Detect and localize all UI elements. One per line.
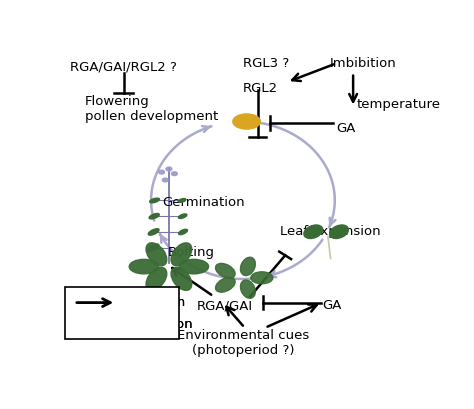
Text: temperature: temperature <box>357 98 441 111</box>
Text: GA: GA <box>337 121 356 135</box>
Text: induction: induction <box>124 296 186 309</box>
Text: Leaf expansion: Leaf expansion <box>280 225 380 238</box>
Ellipse shape <box>148 229 159 235</box>
Ellipse shape <box>149 213 159 219</box>
Ellipse shape <box>179 259 209 274</box>
Text: RGA/GAI: RGA/GAI <box>197 299 253 312</box>
Text: Bolting: Bolting <box>168 246 215 259</box>
Text: GA: GA <box>322 299 341 312</box>
Text: repression: repression <box>124 318 193 331</box>
Text: RGL3 ?: RGL3 ? <box>243 57 289 70</box>
Ellipse shape <box>216 263 235 278</box>
Ellipse shape <box>179 229 188 235</box>
Text: Flowering
pollen development: Flowering pollen development <box>85 95 218 123</box>
Ellipse shape <box>172 172 177 175</box>
Ellipse shape <box>178 199 186 202</box>
Ellipse shape <box>178 214 187 218</box>
Ellipse shape <box>171 243 192 266</box>
Text: Imbibition: Imbibition <box>329 57 396 70</box>
Ellipse shape <box>233 114 260 129</box>
Ellipse shape <box>329 225 348 238</box>
Ellipse shape <box>162 178 168 182</box>
Ellipse shape <box>171 267 192 290</box>
Ellipse shape <box>240 257 255 276</box>
FancyBboxPatch shape <box>65 287 179 339</box>
Ellipse shape <box>159 170 164 174</box>
Ellipse shape <box>251 272 273 284</box>
Ellipse shape <box>216 277 235 292</box>
Ellipse shape <box>148 244 159 252</box>
Text: RGL2: RGL2 <box>243 82 278 95</box>
Ellipse shape <box>166 167 172 171</box>
Text: repression: repression <box>124 318 193 331</box>
Ellipse shape <box>146 267 167 290</box>
Text: Germination: Germination <box>162 196 245 209</box>
Text: induction: induction <box>124 296 186 309</box>
Text: Environmental cues
(photoperiod ?): Environmental cues (photoperiod ?) <box>177 329 309 357</box>
Ellipse shape <box>240 280 255 298</box>
Ellipse shape <box>150 198 159 203</box>
Ellipse shape <box>304 225 323 238</box>
Text: RGA/GAI/RGL2 ?: RGA/GAI/RGL2 ? <box>70 60 177 73</box>
Ellipse shape <box>146 243 167 266</box>
Ellipse shape <box>129 259 159 274</box>
